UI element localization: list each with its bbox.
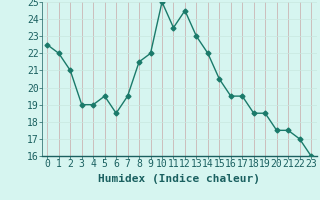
X-axis label: Humidex (Indice chaleur): Humidex (Indice chaleur) — [98, 174, 260, 184]
